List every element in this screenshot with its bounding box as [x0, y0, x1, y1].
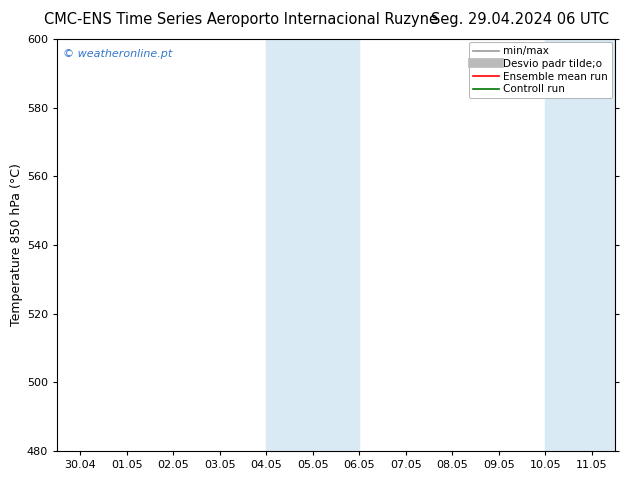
- Bar: [266, 39, 359, 451]
- Y-axis label: Temperature 850 hPa (°C): Temperature 850 hPa (°C): [10, 164, 23, 326]
- Text: Seg. 29.04.2024 06 UTC: Seg. 29.04.2024 06 UTC: [431, 12, 609, 27]
- Text: CMC-ENS Time Series Aeroporto Internacional Ruzyne: CMC-ENS Time Series Aeroporto Internacio…: [44, 12, 438, 27]
- Legend: min/max, Desvio padr tilde;o, Ensemble mean run, Controll run: min/max, Desvio padr tilde;o, Ensemble m…: [469, 42, 612, 98]
- Bar: [545, 39, 634, 451]
- Text: © weatheronline.pt: © weatheronline.pt: [63, 49, 172, 59]
